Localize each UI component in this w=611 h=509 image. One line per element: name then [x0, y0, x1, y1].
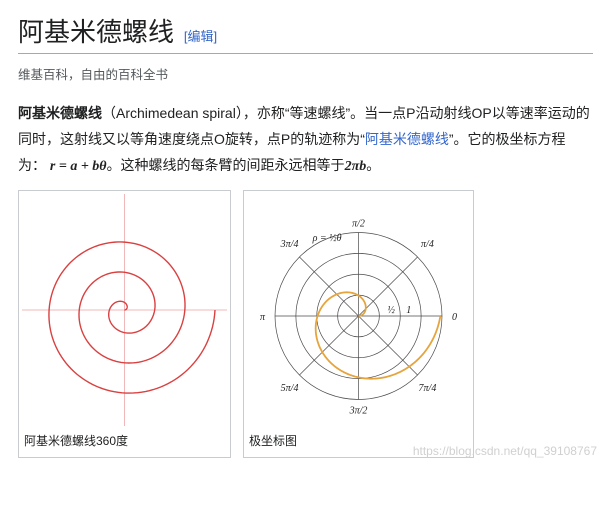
figure-1: 阿基米德螺线360度 [18, 190, 231, 458]
svg-text:1: 1 [406, 305, 411, 316]
tagline: 维基百科，自由的百科全书 [18, 64, 593, 83]
lead-paragraph: 阿基米德螺线（Archimedean spiral），亦称“等速螺线”。当一点P… [18, 101, 593, 180]
figure-1-image [22, 194, 227, 426]
svg-text:7π/4: 7π/4 [419, 383, 437, 394]
figure-1-caption: 阿基米德螺线360度 [22, 426, 227, 457]
svg-text:5π/4: 5π/4 [281, 383, 299, 394]
lead-text-3: 。这种螺线的每条臂的间距永远相等于 [107, 157, 345, 173]
svg-text:3π/4: 3π/4 [280, 239, 299, 250]
svg-text:π/2: π/2 [352, 218, 365, 229]
lead-bold: 阿基米德螺线 [18, 105, 102, 121]
figure-2-caption: 极坐标图 [247, 426, 470, 457]
title-row: 阿基米德螺线 [编辑] [18, 12, 593, 54]
figure-row: 阿基米德螺线360度 0ππ/23π/2π/43π/45π/47π/4½1ρ =… [18, 190, 593, 458]
svg-text:3π/2: 3π/2 [349, 405, 368, 416]
formula-spacing: 2πb [345, 159, 367, 174]
page-title: 阿基米德螺线 [18, 18, 174, 47]
svg-text:0: 0 [452, 312, 457, 323]
svg-text:½: ½ [387, 305, 395, 316]
svg-text:π/4: π/4 [421, 239, 434, 250]
lead-text-4: 。 [366, 157, 380, 173]
archimedean-spiral-link[interactable]: 阿基米德螺线 [365, 131, 449, 147]
edit-link[interactable]: [编辑] [184, 29, 217, 44]
figure-2: 0ππ/23π/2π/43π/45π/47π/4½1ρ = ½θ 极坐标图 [243, 190, 474, 458]
svg-text:ρ = ½θ: ρ = ½θ [312, 233, 342, 244]
figure-2-image: 0ππ/23π/2π/43π/45π/47π/4½1ρ = ½θ [247, 194, 470, 426]
formula-main: r = a + bθ [50, 159, 107, 174]
